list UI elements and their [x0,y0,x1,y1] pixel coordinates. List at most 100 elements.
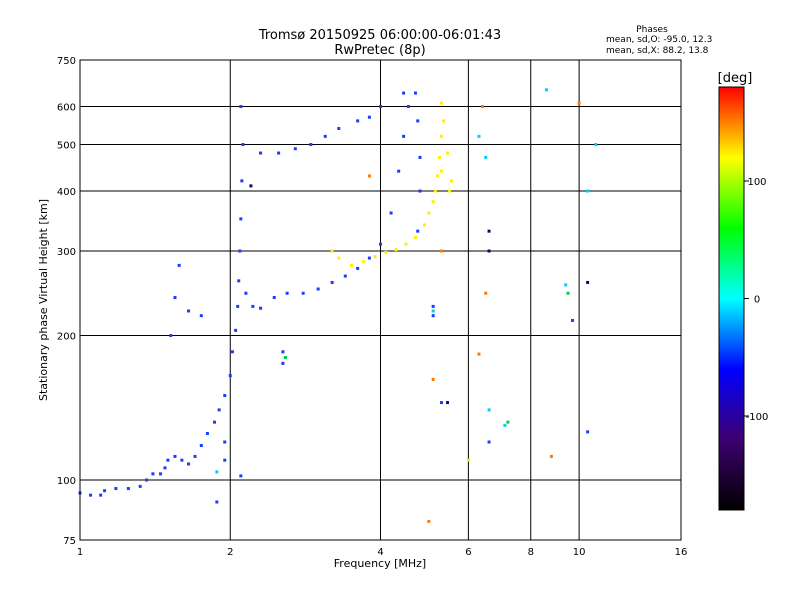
data-point [193,454,197,458]
data-point [416,229,420,233]
data-point [215,500,219,504]
data-point [173,296,177,300]
phases-heading: Phases [636,25,668,35]
data-point [228,374,232,378]
data-point [448,189,452,193]
data-point [418,155,422,159]
data-point [239,105,243,109]
data-point [379,105,382,109]
data-point [159,472,163,476]
data-point [234,328,238,332]
data-point [413,91,417,95]
data-point [389,211,393,215]
data-point [316,287,320,291]
data-point [477,352,481,356]
y-tick-label: 100 [57,476,76,487]
y-tick-labels: 75 100 200 300 400 500 600 750 [57,56,76,547]
y-axis-label: Stationary phase Virtual Height [km] [37,199,50,401]
data-point [343,274,347,278]
data-point [217,408,221,412]
data-point [99,493,103,497]
y-tick-label: 600 [57,103,76,114]
x-tick-label: 1 [77,547,83,558]
data-point [173,454,177,458]
data-point [373,255,377,259]
data-point [367,174,371,178]
data-point [402,134,406,138]
x-tick-label: 8 [528,547,534,558]
data-point [362,260,366,264]
data-point [223,458,227,462]
chart-title: Tromsø 20150925 06:00:00-06:01:43 [258,28,501,43]
data-point [418,189,422,193]
data-point [285,291,289,295]
data-point [480,105,484,109]
data-point [566,291,570,295]
data-point [402,91,406,95]
data-point [241,143,245,147]
data-point [89,493,93,497]
data-point [103,489,107,493]
data-point [244,291,248,295]
data-point [145,478,149,482]
x-tick-label: 4 [377,547,383,558]
data-point [431,309,435,313]
data-point [571,318,575,322]
data-point [126,487,130,491]
data-point [277,151,281,155]
data-point [487,229,491,233]
data-point [435,174,439,178]
data-point [484,291,488,295]
data-point [384,250,388,254]
data-point [487,440,491,444]
colorbar-ticks: 100 0 -100 [744,177,768,423]
data-point [199,314,203,318]
data-point [594,143,598,147]
phases-x-stats: mean, sd,X: 88.2, 13.8 [606,46,709,56]
data-point [223,440,227,444]
data-point [323,134,327,138]
data-point [413,236,417,240]
data-point [151,472,155,476]
y-tick-label: 400 [57,187,76,198]
data-point [503,423,507,427]
data-point [549,454,553,458]
data-point [379,242,382,246]
data-point [238,249,242,253]
data-point [440,249,444,253]
data-point [259,306,263,310]
data-point [330,249,334,253]
data-point [138,484,142,488]
data-point [577,101,581,105]
data-point [466,458,470,462]
data-point [356,119,360,123]
colorbar-tick-label: -100 [746,412,769,423]
data-point [239,474,243,478]
data-point [251,304,255,308]
data-point [437,155,441,159]
data-point [177,263,181,267]
grid-lines [80,60,681,540]
data-point [427,211,431,215]
data-point [281,350,285,354]
data-point [330,280,334,284]
phases-o-stats: mean, sd,O: -95.0, 12.3 [606,35,712,45]
data-point [239,217,243,221]
data-point [240,179,244,183]
data-point [449,179,453,183]
data-point [215,470,219,474]
data-point [397,169,401,173]
data-point [199,444,203,448]
data-point [367,256,371,260]
data-point [213,420,217,424]
data-point [440,401,444,405]
data-point [431,377,435,381]
data-point [506,420,510,424]
y-tick-label: 300 [57,247,76,258]
data-point [431,200,435,204]
colorbar-tick-label: 0 [754,295,760,306]
data-point [440,101,444,105]
data-point [544,88,548,92]
data-point [440,169,444,173]
data-point [442,119,446,123]
